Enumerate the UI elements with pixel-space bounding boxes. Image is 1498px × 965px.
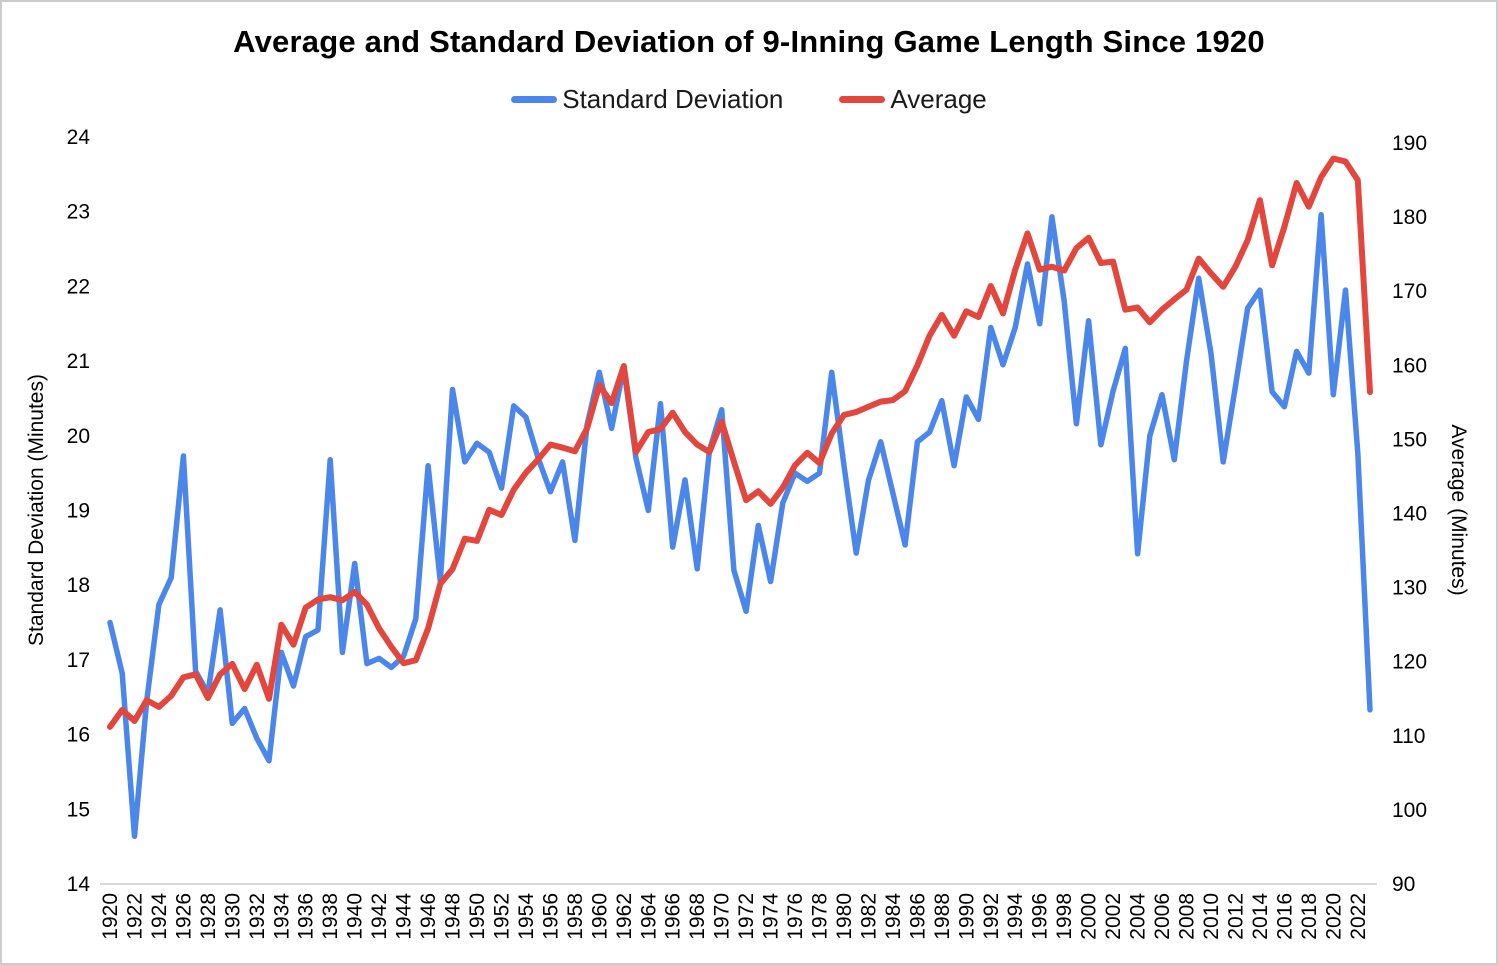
average-line — [107, 155, 1373, 730]
y-right-tick-label: 110 — [1392, 725, 1425, 748]
x-tick-label: 1938 — [319, 893, 342, 940]
x-tick-label: 2014 — [1249, 893, 1272, 940]
x-tick-label: 2008 — [1176, 893, 1199, 940]
x-tick-label: 1966 — [662, 893, 685, 940]
y-left-tick-label: 20 — [67, 425, 90, 448]
x-tick-label: 1952 — [490, 893, 513, 940]
y-right-tick-label: 180 — [1392, 206, 1427, 229]
x-tick-label: 1968 — [686, 893, 709, 940]
x-tick-label: 2000 — [1078, 893, 1101, 940]
y-left-tick-label: 17 — [67, 649, 90, 672]
y-right-tick-label: 160 — [1392, 354, 1427, 377]
chart-legend: Standard Deviation Average — [0, 84, 1498, 115]
x-tick-label: 1988 — [931, 893, 954, 940]
x-tick-label: 1976 — [784, 893, 807, 940]
x-tick-label: 2020 — [1322, 893, 1345, 940]
average-legend-swatch-icon — [839, 96, 886, 103]
x-tick-label: 1926 — [172, 893, 195, 940]
y-left-tick-label: 16 — [67, 724, 90, 747]
y-right-tick-label: 90 — [1392, 873, 1415, 896]
x-tick-label: 1964 — [637, 893, 660, 940]
x-tick-label: 1940 — [344, 893, 367, 940]
x-axis-tick-labels: 1920 1922 1924 1926 1928 1930 1932 1934 1936 1938… — [99, 893, 1370, 940]
x-tick-label: 2010 — [1200, 893, 1223, 940]
y-left-tick-label: 15 — [67, 798, 90, 821]
x-tick-label: 1928 — [197, 893, 220, 940]
legend-label-standard-deviation: Standard Deviation — [562, 84, 784, 114]
x-tick-label: 1950 — [466, 893, 489, 940]
x-tick-label: 2022 — [1347, 893, 1370, 940]
stddev-line — [107, 211, 1373, 839]
y-right-tick-label: 120 — [1392, 651, 1427, 674]
y-right-tick-label: 170 — [1392, 280, 1427, 303]
x-tick-label: 1954 — [515, 893, 538, 940]
x-tick-label: 1944 — [393, 893, 416, 940]
y-right-tick-label: 190 — [1392, 132, 1427, 155]
x-tick-label: 1986 — [906, 893, 929, 940]
x-tick-label: 1956 — [539, 893, 562, 940]
x-tick-label: 1982 — [857, 893, 880, 940]
legend-label-average: Average — [890, 84, 987, 114]
x-tick-label: 2016 — [1273, 893, 1296, 940]
y-left-tick-label: 14 — [67, 873, 91, 896]
x-tick-label: 1934 — [270, 893, 293, 940]
chart-title: Average and Standard Deviation of 9-Inni… — [233, 24, 1265, 59]
x-tick-label: 1930 — [221, 893, 244, 940]
x-tick-label: 1978 — [809, 893, 832, 940]
x-tick-label: 1990 — [955, 893, 978, 940]
x-tick-label: 2002 — [1102, 893, 1125, 940]
x-tick-label: 1958 — [564, 893, 587, 940]
x-tick-label: 1960 — [588, 893, 611, 940]
y-left-tick-label: 21 — [67, 350, 90, 373]
x-tick-label: 1922 — [123, 893, 146, 940]
y-right-tick-label: 130 — [1392, 577, 1427, 600]
x-tick-label: 2018 — [1298, 893, 1321, 940]
stddev-legend-swatch-icon — [511, 96, 558, 103]
y-right-tick-label: 150 — [1392, 428, 1427, 451]
x-tick-label: 1948 — [442, 893, 465, 940]
x-tick-label: 1980 — [833, 893, 856, 940]
x-tick-label: 1974 — [760, 893, 783, 940]
x-tick-label: 1962 — [613, 893, 636, 940]
x-tick-label: 2006 — [1151, 893, 1174, 940]
y-left-tick-label: 23 — [67, 201, 90, 224]
x-tick-label: 1942 — [368, 893, 391, 940]
x-tick-label: 1936 — [295, 893, 318, 940]
legend-item-average: Average — [839, 84, 987, 115]
x-tick-label: 1924 — [148, 893, 171, 940]
y-right-tick-label: 100 — [1392, 799, 1427, 822]
x-tick-label: 1932 — [246, 893, 269, 940]
y-left-tick-label: 19 — [67, 500, 90, 523]
y-left-tick-label: 22 — [67, 275, 90, 298]
x-tick-label: 1946 — [417, 893, 440, 940]
y-left-tick-label: 24 — [67, 126, 91, 149]
x-tick-label: 1984 — [882, 893, 905, 940]
x-tick-label: 2004 — [1127, 893, 1150, 940]
x-tick-label: 1998 — [1053, 893, 1076, 940]
x-tick-label: 1992 — [980, 893, 1003, 940]
x-tick-label: 1970 — [711, 893, 734, 940]
x-tick-label: 1920 — [99, 893, 122, 940]
y-left-tick-label: 18 — [67, 574, 90, 597]
y-right-tick-label: 140 — [1392, 503, 1427, 526]
right-axis-tick-labels: 90 100 110 120 130 140 150 160 170 180 190 — [1392, 132, 1427, 896]
legend-item-standard-deviation: Standard Deviation — [511, 84, 783, 115]
x-tick-label: 1972 — [735, 893, 758, 940]
x-tick-label: 1994 — [1004, 893, 1027, 940]
x-tick-label: 2012 — [1224, 893, 1247, 940]
x-tick-label: 1996 — [1029, 893, 1052, 940]
left-axis-tick-labels: 14 15 16 17 18 19 20 21 22 23 24 — [67, 126, 91, 896]
